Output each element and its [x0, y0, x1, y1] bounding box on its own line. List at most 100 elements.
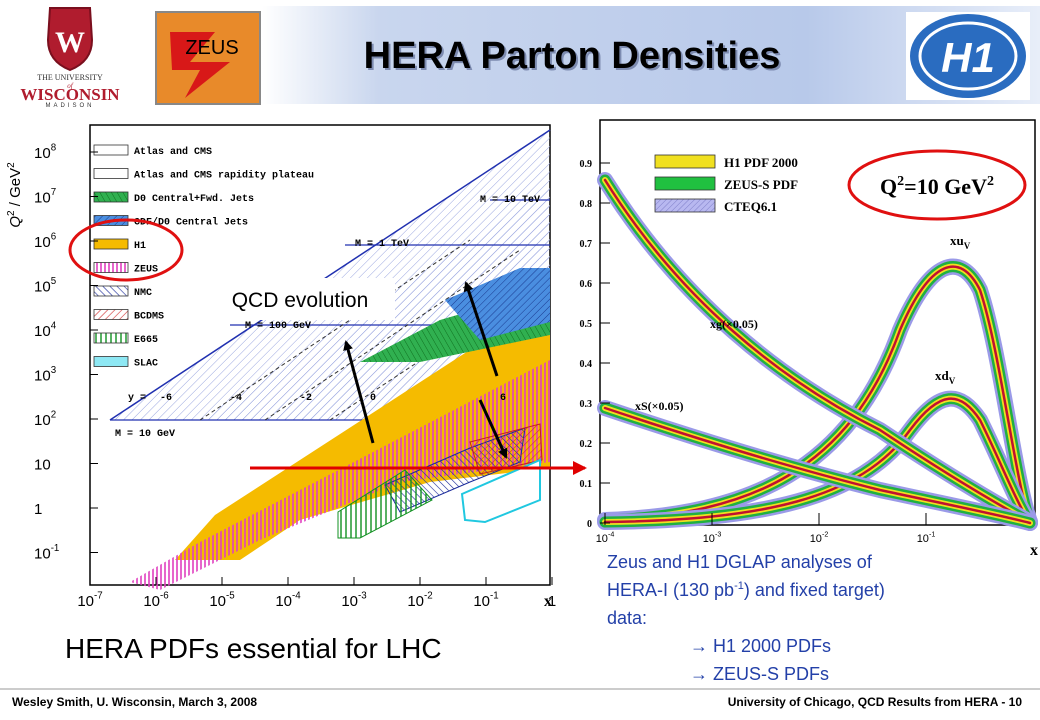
zeus-bolt: [170, 32, 230, 98]
q2-sup: 2: [987, 174, 994, 189]
tick-base: 10: [143, 593, 160, 610]
tick-base: 10: [341, 593, 358, 610]
pdf-band: [603, 178, 1032, 524]
tick-exp: 6: [51, 232, 56, 243]
tick-label: 0.1: [580, 479, 593, 490]
tick-label: 0.2: [580, 439, 593, 450]
q2-part: =10 GeV: [904, 174, 987, 199]
highlight-circle: [68, 218, 184, 282]
pdf-band: [603, 406, 1032, 525]
tick-exp: -1: [929, 531, 935, 539]
tick-base: 10: [34, 323, 51, 340]
tick-label: 106: [34, 232, 56, 252]
slac-region: [460, 458, 541, 524]
q2-part: Q: [880, 174, 897, 199]
zeus-logo: ZEUS: [155, 11, 261, 105]
curve-label: xuV: [950, 233, 971, 251]
tick-label: 0.9: [580, 159, 593, 170]
tick-exp: -5: [226, 591, 235, 602]
tick-label: 0.5: [580, 319, 593, 330]
legend-label: D0 Central+Fwd. Jets: [134, 193, 254, 205]
tick-label: 10-6: [143, 591, 168, 611]
x-axis-label: x: [1030, 542, 1038, 559]
tick-exp: 8: [51, 143, 56, 154]
footer-left: Wesley Smith, U. Wisconsin, March 3, 200…: [12, 695, 257, 709]
tick-base: 10: [34, 457, 51, 474]
tick-label: 0.3: [580, 399, 593, 410]
legend-swatch: [93, 356, 129, 367]
zeus-region: [130, 360, 550, 590]
curve-label-sub: V: [964, 241, 971, 251]
tick-base: 10: [34, 368, 51, 385]
tick-exp: 3: [51, 365, 56, 376]
tick-label: 10-2: [810, 531, 829, 546]
y-label-sup: 2: [6, 162, 17, 168]
legend-label: CTEQ6.1: [724, 199, 777, 214]
tick-exp: -6: [160, 591, 169, 602]
legend-label: H1 PDF 2000: [724, 155, 798, 170]
tick-label: 1: [34, 501, 42, 518]
tick-exp: 7: [51, 187, 56, 198]
callout-box: [205, 278, 395, 320]
tick-exp: -3: [715, 531, 721, 539]
legend-swatch: [654, 198, 716, 213]
note-line: Zeus and H1 DGLAP analyses of: [607, 552, 873, 572]
x-axis-label: x: [544, 593, 552, 610]
tick-exp: -2: [424, 591, 433, 602]
tick-label: 103: [34, 365, 56, 385]
note-sup: -1: [734, 580, 744, 592]
tick-exp: -3: [358, 591, 367, 602]
legend-label: CDF/D0 Central Jets: [134, 217, 248, 229]
legend-label: BCDMS: [134, 312, 164, 323]
curve-label-sub: V: [949, 376, 956, 386]
legend-label: H1: [134, 241, 146, 252]
tick-base: 10: [34, 145, 51, 162]
arrow: [463, 281, 499, 377]
highlight-circle: [847, 149, 1027, 221]
legend-swatch: [93, 144, 129, 156]
callout: QCD evolution: [232, 289, 369, 312]
headline: HERA PDFs essential for LHC: [65, 633, 442, 664]
annotation: M = 1 TeV: [355, 239, 409, 250]
logo-line: WISCONSIN: [20, 85, 120, 104]
tick-exp: -4: [292, 591, 301, 602]
pdf-curves: [597, 172, 1038, 531]
curve-label-part: xd: [935, 368, 950, 383]
annotation: M = 10 TeV: [480, 195, 540, 206]
legend-swatch: [93, 332, 129, 344]
y-ticks: 0 0.1 0.2 0.3 0.4 0.5 0.6 0.7 0.8 0.9: [580, 159, 610, 530]
curve-label: xS(×0.05): [635, 399, 684, 413]
legend-swatch: [93, 309, 129, 320]
pdf-plot: 00.10.20.30.40.50.60.70.80.9 10-4 10-3 10-…: [580, 119, 1038, 559]
tick-label: 107: [34, 187, 56, 207]
annotation: M = 100 GeV: [245, 321, 311, 332]
tick-exp: 5: [51, 276, 57, 287]
footer-right: University of Chicago, QCD Results from …: [728, 695, 1023, 709]
notes: Zeus and H1 DGLAP analyses of HERA-I (13…: [607, 552, 885, 684]
curve-label: xg(×0.05): [710, 317, 758, 331]
tick-label: 10-4: [596, 531, 615, 546]
tick-label: 0.7: [580, 239, 593, 250]
title-shadow: HERA Parton Densities: [366, 37, 783, 79]
tick-exp: -2: [822, 531, 828, 539]
tick-base: 10: [473, 593, 490, 610]
tick-base: 10: [34, 546, 51, 563]
legend-label: ZEUS: [134, 265, 158, 276]
arrow: [343, 340, 375, 444]
pdf-band: [603, 265, 1032, 524]
crest: [46, 7, 94, 72]
tick-exp: -7: [94, 591, 103, 602]
header: HERA Parton Densities HERA Parton Densit…: [20, 6, 1040, 109]
note-line: HERA-I (130 pb-1) and fixed target): [607, 580, 885, 600]
legend-swatch: [654, 154, 716, 169]
tick-label: 10-3: [341, 591, 366, 611]
y-label-part: Q: [7, 216, 24, 228]
tick-base: 1: [34, 501, 42, 518]
tick-label: 0: [587, 519, 592, 530]
tick-label: 10-1: [917, 531, 936, 546]
y-label-sup: 2: [6, 210, 17, 216]
tick-label: 10: [34, 457, 51, 474]
annotation: -2: [300, 393, 312, 404]
legend-swatch: [93, 191, 129, 203]
